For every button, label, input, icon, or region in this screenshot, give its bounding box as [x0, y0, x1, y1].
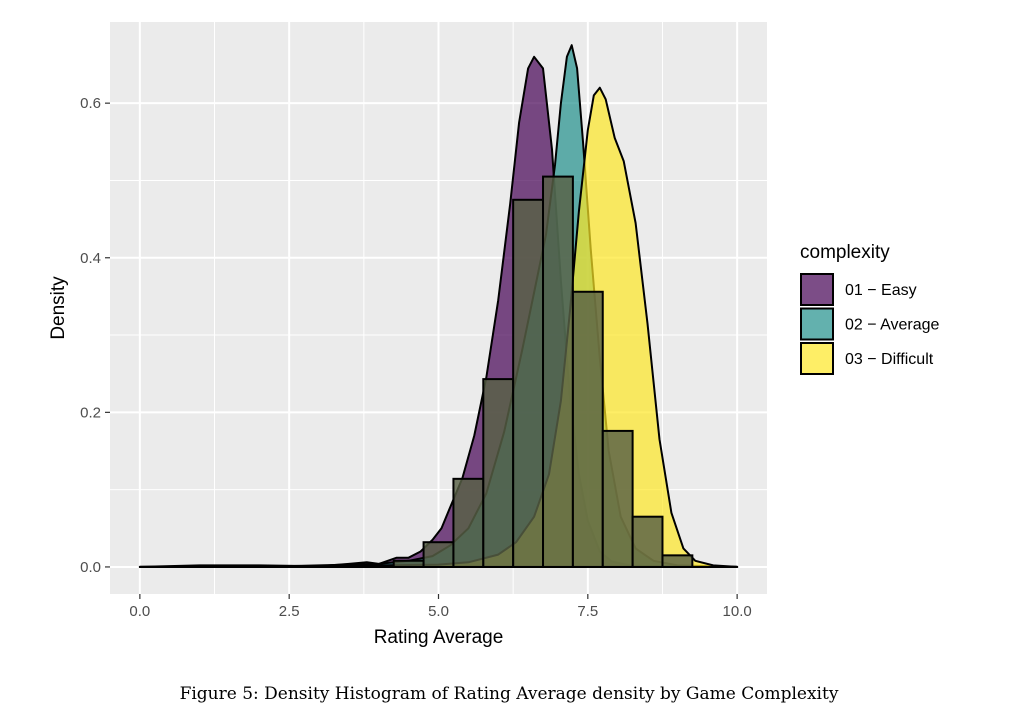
y-axis-title: Density: [48, 276, 69, 340]
histogram-bar: [392, 559, 425, 568]
figure-caption: Figure 5: Density Histogram of Rating Av…: [179, 684, 839, 704]
legend-label-1: 01 − Easy: [845, 282, 917, 299]
x-axis-ticks: 0.0 2.5 5.0 7.5 10.0: [129, 594, 752, 620]
y-tick-label: 0.6: [80, 95, 101, 112]
histogram-bar: [422, 541, 455, 568]
y-tick-label: 0.4: [80, 250, 101, 267]
x-tick-label: 2.5: [279, 603, 300, 620]
legend-title: complexity: [800, 242, 890, 263]
legend-key-2: [800, 307, 834, 341]
legend-key-1: [800, 273, 834, 306]
histogram-bar: [661, 554, 694, 568]
histogram-bar: [631, 515, 664, 568]
histogram-bar: [571, 290, 604, 568]
y-axis-ticks: 0.0 0.2 0.4 0.6: [80, 95, 110, 576]
legend: complexity 01 − Easy 02 − Average 03 − Dif…: [800, 242, 940, 375]
histogram-bar: [452, 477, 485, 568]
legend-key-3: [800, 342, 834, 375]
histogram-bar: [512, 198, 545, 568]
x-tick-label: 0.0: [129, 603, 150, 620]
y-tick-label: 0.0: [80, 559, 101, 576]
histogram-bars: [392, 175, 694, 568]
y-tick-label: 0.2: [80, 404, 101, 421]
x-tick-label: 7.5: [577, 603, 598, 620]
histogram-bar: [542, 175, 574, 568]
x-tick-label: 10.0: [723, 603, 752, 620]
legend-label-2: 02 − Average: [845, 317, 940, 334]
histogram-bar: [601, 429, 634, 568]
x-tick-label: 5.0: [428, 603, 449, 620]
histogram-bar: [482, 378, 515, 568]
legend-label-3: 03 − Difficult: [845, 351, 934, 368]
density-chart: 0.0 2.5 5.0 7.5 10.0 0.0 0.2 0.4 0.6 Rating Ave…: [48, 22, 940, 648]
x-axis-title: Rating Average: [374, 627, 504, 648]
